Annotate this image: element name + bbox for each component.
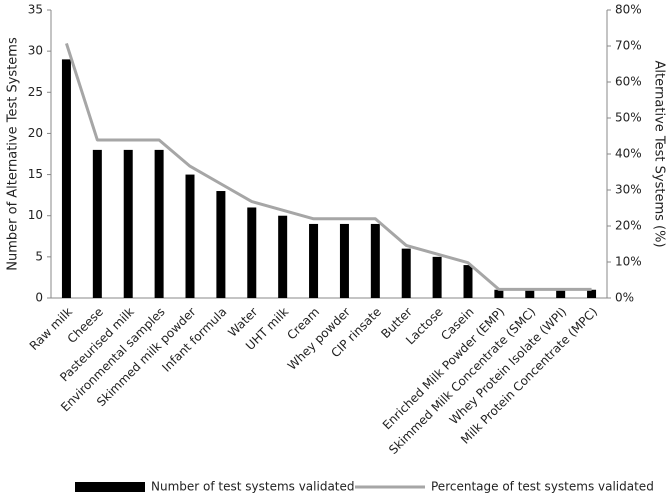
- x-tick-label: Raw milk: [27, 305, 75, 353]
- y2-axis-label: Alternative Test Systems (%): [652, 60, 667, 247]
- y-tick-label: 10: [28, 208, 43, 222]
- bar: [463, 265, 473, 298]
- line: [65, 43, 592, 291]
- bar: [494, 289, 504, 298]
- y2-tick-label: 60%: [615, 75, 642, 89]
- bar: [278, 215, 288, 298]
- y2-tick-label: 30%: [615, 183, 642, 197]
- y2-tick-label: 0%: [615, 291, 634, 305]
- y2-tick-label: 20%: [615, 219, 642, 233]
- bar: [185, 174, 195, 298]
- bar: [587, 289, 597, 298]
- y-axis-label: Number of Alternative Test Systems: [6, 37, 21, 271]
- bar: [401, 248, 411, 298]
- bar: [247, 207, 257, 298]
- bar: [339, 223, 349, 298]
- y2-tick-label: 70%: [615, 39, 642, 53]
- legend-label: Percentage of test systems validated: [431, 480, 654, 494]
- y2-tick-label: 10%: [615, 255, 642, 269]
- y2-tick-label: 80%: [615, 3, 642, 17]
- bar: [309, 223, 319, 298]
- bar: [92, 149, 102, 298]
- bar: [432, 256, 442, 298]
- y2-tick-label: 40%: [615, 147, 642, 161]
- bar: [525, 289, 535, 298]
- bar: [61, 59, 71, 298]
- bar: [216, 191, 226, 298]
- y-tick-label: 20: [28, 126, 43, 140]
- bar: [370, 223, 380, 298]
- legend-swatch: [75, 482, 145, 492]
- y-tick-label: 0: [35, 291, 43, 305]
- legend-label: Number of test systems validated: [151, 480, 355, 494]
- y-tick-label: 15: [28, 167, 43, 181]
- y-tick-label: 5: [35, 249, 43, 263]
- y-tick-label: 35: [28, 3, 43, 17]
- bar: [154, 149, 164, 298]
- y-tick-label: 25: [28, 85, 43, 99]
- y-tick-label: 30: [28, 44, 43, 58]
- y2-tick-label: 50%: [615, 111, 642, 125]
- bar: [556, 289, 566, 298]
- bar: [123, 149, 133, 298]
